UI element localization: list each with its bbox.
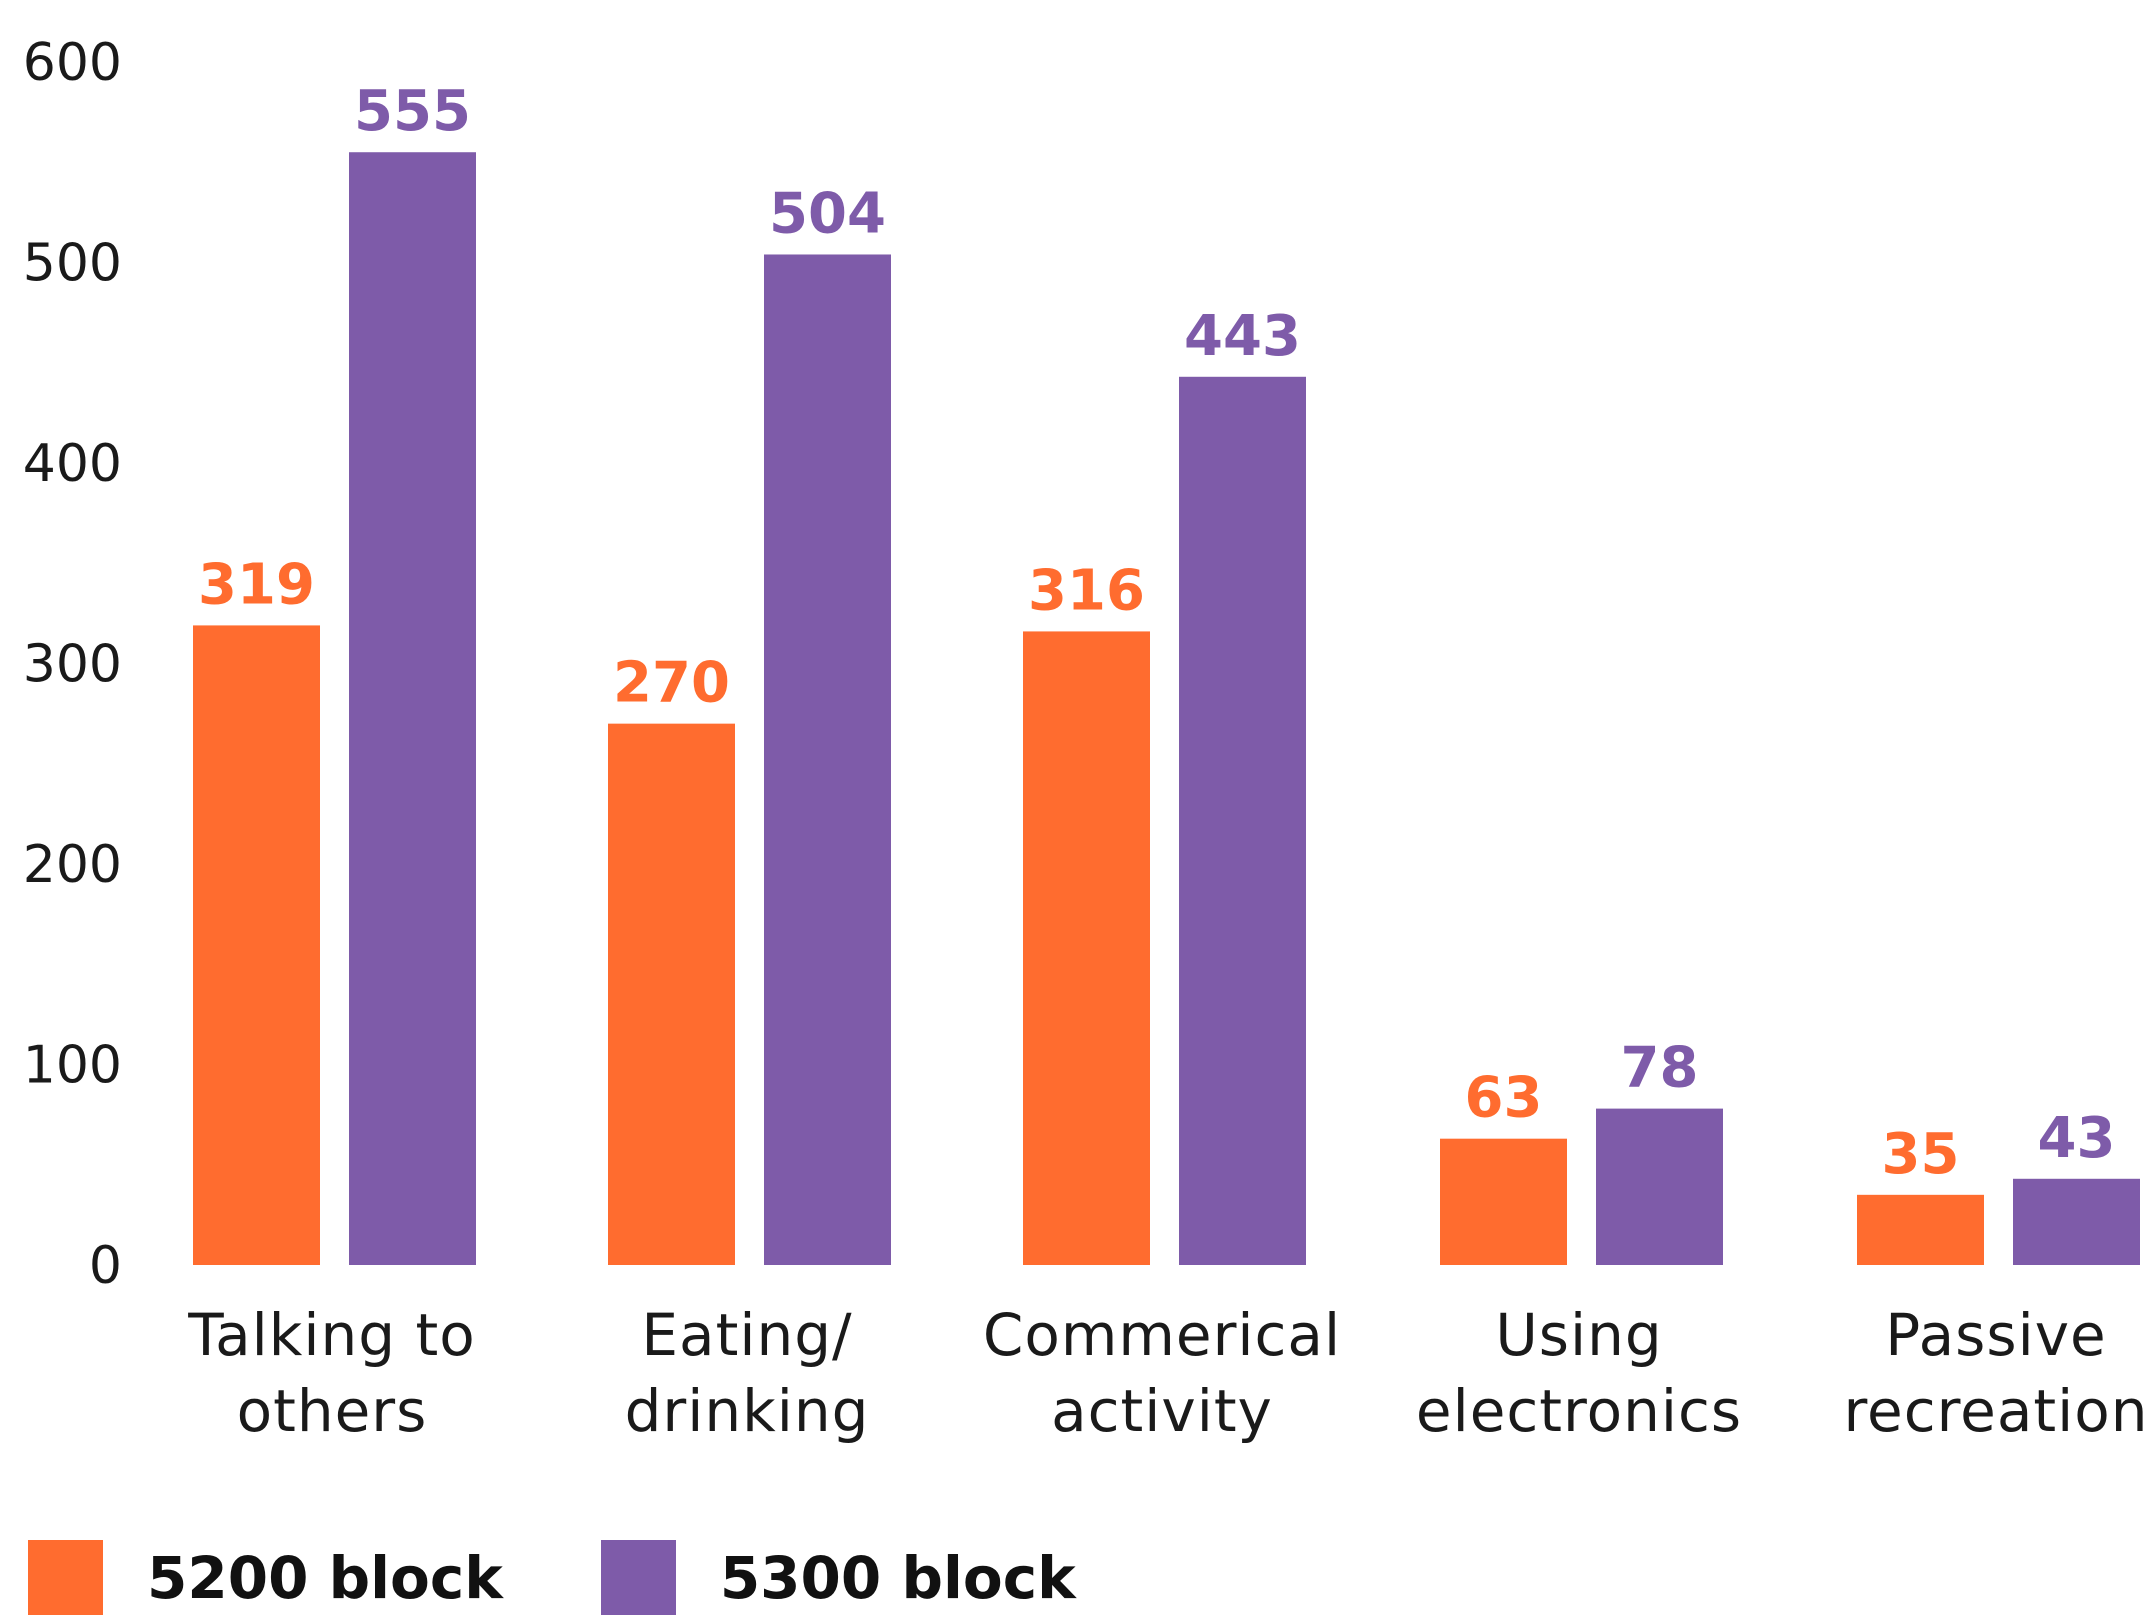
- bar-5200-block-4: [1857, 1194, 1984, 1265]
- y-tick-label-0: 0: [89, 1236, 122, 1296]
- value-label-5300-block-1: 504: [769, 181, 886, 246]
- value-label-5200-block-3: 63: [1465, 1066, 1543, 1131]
- value-label-5300-block-0: 555: [354, 79, 471, 144]
- x-category-label-3-line-0: Using: [1495, 1301, 1662, 1369]
- y-tick-label-500: 500: [23, 234, 122, 294]
- value-label-5200-block-1: 270: [613, 651, 730, 716]
- legend: 5200 block 5300 block: [28, 1540, 1174, 1615]
- x-category-label-3-line-1: electronics: [1416, 1377, 1742, 1445]
- value-label-5300-block-4: 43: [2038, 1106, 2116, 1171]
- y-tick-label-400: 400: [23, 434, 122, 494]
- legend-swatch-5300-block: [600, 1540, 676, 1615]
- x-category-label-0-line-1: others: [237, 1377, 428, 1445]
- bar-5200-block-0: [193, 625, 320, 1265]
- bar-group-3: 63 78: [1440, 1036, 1723, 1265]
- value-label-5300-block-2: 443: [1184, 304, 1301, 369]
- y-tick-label-100: 100: [23, 1036, 122, 1096]
- bar-groups: 319 555 270 504 316 443 63 78 35 43: [193, 79, 2140, 1266]
- legend-swatch-5200-block: [28, 1540, 103, 1615]
- x-category-label-2-line-0: Commerical: [983, 1301, 1341, 1369]
- value-label-5200-block-0: 319: [198, 552, 315, 617]
- value-label-5300-block-3: 78: [1621, 1036, 1699, 1101]
- bar-group-2: 316 443: [1023, 304, 1306, 1265]
- bar-5300-block-4: [2013, 1178, 2140, 1265]
- x-category-label-4-line-0: Passive: [1885, 1301, 2106, 1369]
- y-tick-label-300: 300: [23, 635, 122, 695]
- x-category-label-0-line-0: Talking to: [187, 1301, 475, 1369]
- bar-group-0: 319 555: [193, 79, 476, 1266]
- x-axis-labels: Talking to others Eating/drinking Commerica…: [187, 1301, 2145, 1445]
- legend-label-5300-block: 5300 block: [719, 1543, 1076, 1612]
- x-category-label-1-line-1: drinking: [625, 1377, 870, 1445]
- x-category-label-1-line-0: Eating/: [641, 1301, 852, 1369]
- bar-5300-block-0: [349, 152, 476, 1266]
- y-axis-ticks: 0 100 200 300 400 500 600: [23, 33, 122, 1296]
- bar-5300-block-1: [764, 254, 891, 1266]
- bar-5200-block-1: [608, 723, 735, 1265]
- bar-5200-block-3: [1440, 1138, 1567, 1265]
- legend-item-5200-block: 5200 block: [28, 1540, 503, 1615]
- value-label-5200-block-4: 35: [1882, 1122, 1960, 1187]
- legend-label-5200-block: 5200 block: [147, 1543, 503, 1612]
- bar-5300-block-2: [1179, 376, 1306, 1265]
- bar-group-4: 35 43: [1857, 1106, 2140, 1265]
- bar-group-1: 270 504: [608, 181, 891, 1266]
- x-category-label-4-line-1: recreation: [1843, 1377, 2145, 1445]
- bar-chart: 0 100 200 300 400 500 600 319 555 270 504 316 443 63…: [23, 33, 2145, 1445]
- x-category-label-2-line-1: activity: [1051, 1377, 1273, 1445]
- bar-5200-block-2: [1023, 631, 1150, 1265]
- value-label-5200-block-2: 316: [1028, 558, 1145, 623]
- legend-item-5300-block: 5300 block: [600, 1540, 1076, 1615]
- y-tick-label-200: 200: [23, 835, 122, 895]
- y-tick-label-600: 600: [23, 33, 122, 93]
- bar-5300-block-3: [1596, 1108, 1723, 1265]
